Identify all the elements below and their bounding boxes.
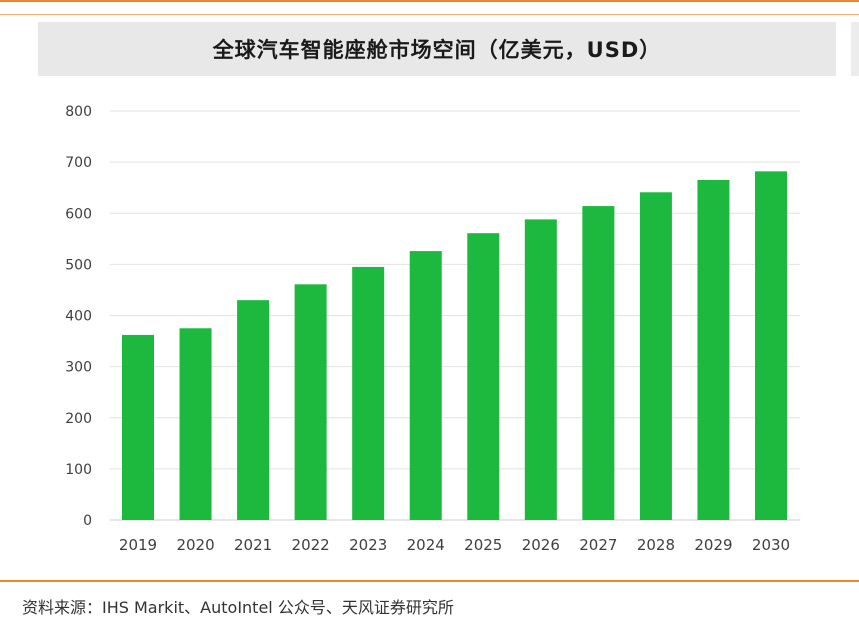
y-axis-ticks: 0 100 200 300 400 500 600 700 800 — [65, 104, 92, 529]
bar-2029 — [697, 180, 730, 521]
y-tick-label: 400 — [65, 309, 92, 325]
source-note: 资料来源：IHS Markit、AutoIntel 公众号、天风证券研究所 — [22, 598, 454, 617]
bar-2021 — [237, 300, 270, 520]
x-axis-ticks: 2019 2020 2021 2022 2023 2024 2025 2026 2027 2028… — [119, 536, 790, 554]
bar-2027 — [582, 206, 615, 520]
top-orange-rule — [0, 0, 859, 2]
bar-2026 — [524, 219, 557, 520]
chart-title-band: 全球汽车智能座舱市场空间（亿美元，USD） — [38, 22, 836, 76]
bar-2020 — [179, 328, 212, 520]
x-tick-label: 2028 — [637, 536, 675, 554]
top-thin-rule — [0, 14, 859, 15]
x-tick-label: 2021 — [234, 536, 272, 554]
bottom-orange-rule — [0, 580, 859, 582]
adjacent-panel-edge — [851, 22, 859, 76]
x-tick-label: 2019 — [119, 536, 157, 554]
y-tick-label: 500 — [65, 257, 92, 273]
y-tick-label: 0 — [83, 513, 92, 529]
bar-2019 — [122, 334, 154, 520]
x-tick-label: 2023 — [349, 536, 387, 554]
x-tick-label: 2024 — [407, 536, 445, 554]
bar-2023 — [352, 266, 385, 520]
x-tick-label: 2029 — [694, 536, 732, 554]
x-tick-label: 2026 — [522, 536, 560, 554]
bar-2028 — [639, 192, 672, 520]
x-tick-label: 2020 — [176, 536, 214, 554]
bar-2022 — [294, 284, 327, 520]
bar-2025 — [467, 233, 500, 520]
y-tick-label: 100 — [65, 462, 92, 478]
y-tick-label: 700 — [65, 155, 92, 171]
y-tick-label: 800 — [65, 104, 92, 120]
bar-2030 — [755, 171, 787, 520]
y-tick-label: 300 — [65, 360, 92, 376]
x-tick-label: 2030 — [752, 536, 790, 554]
bars — [122, 171, 787, 521]
y-tick-label: 200 — [65, 411, 92, 427]
chart-title: 全球汽车智能座舱市场空间（亿美元，USD） — [212, 38, 662, 62]
gridlines — [110, 110, 800, 521]
x-tick-label: 2027 — [579, 536, 617, 554]
x-tick-label: 2025 — [464, 536, 502, 554]
y-tick-label: 600 — [65, 206, 92, 222]
bar-2024 — [409, 251, 442, 520]
x-tick-label: 2022 — [292, 536, 330, 554]
